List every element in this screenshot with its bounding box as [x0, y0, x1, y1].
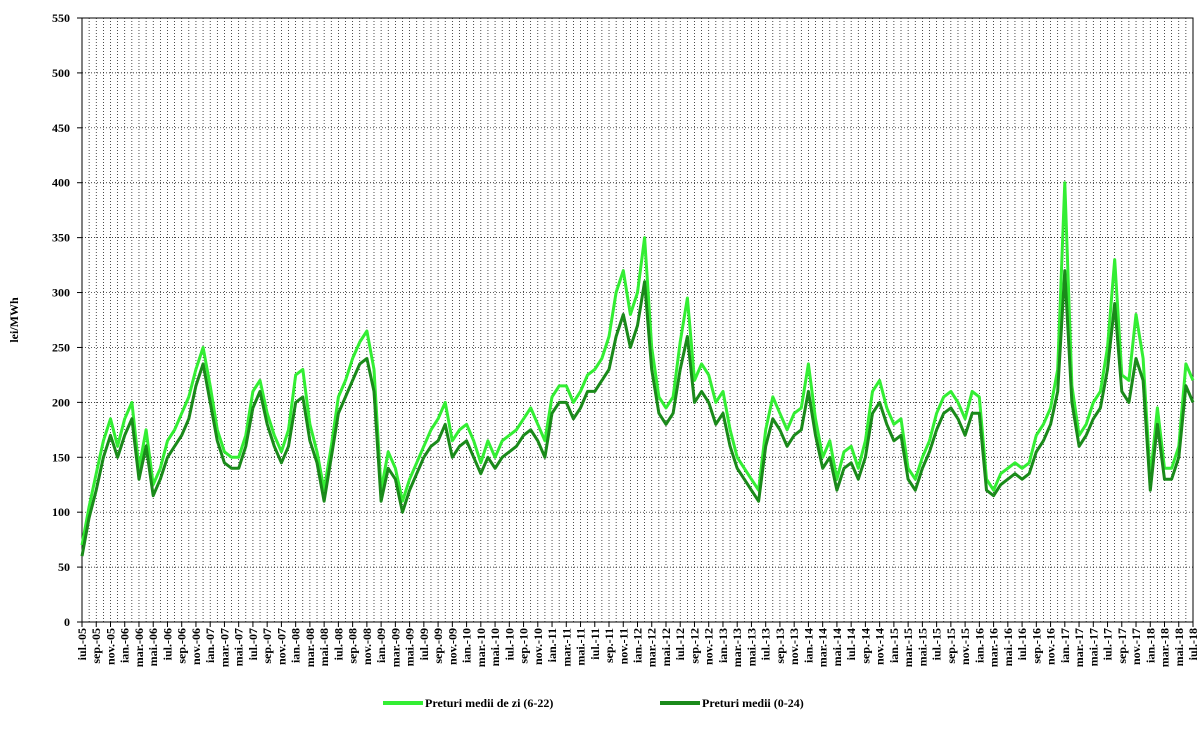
x-tick-label: iul.-06	[160, 628, 174, 660]
x-tick-label: sep.-12	[687, 628, 701, 664]
y-tick-label: 100	[52, 505, 70, 519]
x-tick-label: iul.-16	[1015, 628, 1029, 660]
x-tick-label: mar.-10	[474, 628, 488, 667]
x-tick-label: mai.-15	[915, 628, 929, 666]
x-tick-label: mai.-07	[232, 628, 246, 666]
plot-border	[81, 17, 1194, 623]
x-tick-label: iul.-05	[75, 628, 89, 660]
x-tick-label: sep.-07	[260, 628, 274, 664]
y-tick-label: 200	[52, 395, 70, 409]
x-tick-label: sep.-17	[1115, 628, 1129, 664]
legend-label: Preturi medii de zi (6-22)	[425, 696, 553, 710]
x-tick-label: mai.-12	[659, 628, 673, 666]
x-tick-label: mar.-16	[987, 628, 1001, 667]
x-tick-label: mar.-14	[816, 628, 830, 667]
x-tick-label: iul.-07	[246, 628, 260, 660]
x-tick-label: iul.-09	[417, 628, 431, 660]
x-tick-label: mar.-17	[1072, 628, 1086, 667]
x-tick-label: mar.-15	[901, 628, 915, 667]
x-tick-label: iul.-17	[1101, 628, 1115, 660]
x-tick-label: ian.-16	[972, 628, 986, 663]
series-line	[80, 181, 1195, 546]
series-line	[80, 269, 1195, 557]
y-tick-label: 0	[64, 615, 70, 629]
x-tick-label: iul.-15	[930, 628, 944, 660]
x-tick-label: iul.-13	[759, 628, 773, 660]
x-tick-label: mar.-06	[132, 628, 146, 667]
x-tick-label: ian.-11	[545, 628, 559, 662]
x-tick-label: mar.-18	[1158, 628, 1172, 667]
x-tick-label: nov.-15	[958, 628, 972, 665]
x-tick-label: nov.-14	[873, 628, 887, 665]
x-tick-label: mai.-17	[1086, 628, 1100, 666]
x-tick-label: sep.-14	[858, 628, 872, 664]
x-tick-label: iul.-11	[588, 628, 602, 660]
x-tick-label: mar.-08	[303, 628, 317, 667]
x-tick-label: mar.-12	[645, 628, 659, 667]
x-tick-label: nov.-08	[360, 628, 374, 665]
x-tick-label: mar.-07	[217, 628, 231, 667]
y-tick-label: 150	[52, 450, 70, 464]
x-tick-label: mar.-13	[730, 628, 744, 667]
x-tick-label: ian.-09	[374, 628, 388, 663]
x-tick-label: mar.-11	[559, 628, 573, 667]
x-tick-label: sep.-08	[346, 628, 360, 664]
x-tick-label: iul.-18	[1186, 628, 1197, 660]
x-tick-label: nov.-07	[274, 628, 288, 665]
x-tick-label: ian.-18	[1143, 628, 1157, 663]
x-tick-label: nov.-11	[616, 628, 630, 664]
x-tick-label: mai.-13	[744, 628, 758, 666]
y-tick-label: 400	[52, 176, 70, 190]
x-tick-label: sep.-09	[431, 628, 445, 664]
x-tick-label: ian.-10	[460, 628, 474, 663]
x-tick-label: mai.-11	[574, 628, 588, 666]
x-tick-label: ian.-14	[801, 628, 815, 663]
x-tick-label: ian.-13	[716, 628, 730, 663]
x-tick-label: mai.-18	[1172, 628, 1186, 666]
x-tick-label: nov.-13	[787, 628, 801, 665]
x-tick-label: ian.-12	[631, 628, 645, 663]
x-tick-label: iul.-12	[673, 628, 687, 660]
x-tick-label: sep.-15	[944, 628, 958, 664]
x-tick-label: mai.-16	[1001, 628, 1015, 666]
x-tick-label: nov.-16	[1044, 628, 1058, 665]
x-tick-label: ian.-17	[1058, 628, 1072, 663]
y-tick-label: 550	[52, 11, 70, 25]
x-tick-label: nov.-09	[445, 628, 459, 665]
x-tick-label: ian.-15	[887, 628, 901, 663]
x-tick-label: sep.-05	[89, 628, 103, 664]
x-tick-label: sep.-11	[602, 628, 616, 663]
x-tick-label: nov.-17	[1129, 628, 1143, 665]
x-tick-label: sep.-10	[517, 628, 531, 664]
x-tick-label: sep.-13	[773, 628, 787, 664]
x-tick-label: sep.-16	[1029, 628, 1043, 664]
x-tick-label: mar.-09	[388, 628, 402, 667]
y-tick-label: 50	[58, 560, 70, 574]
x-tick-label: ian.-07	[203, 628, 217, 663]
y-tick-label: 450	[52, 121, 70, 135]
y-tick-label: 350	[52, 231, 70, 245]
x-tick-label: mai.-08	[317, 628, 331, 666]
x-tick-label: mai.-10	[488, 628, 502, 666]
y-tick-label: 300	[52, 286, 70, 300]
x-tick-label: nov.-06	[189, 628, 203, 665]
y-tick-label: 250	[52, 340, 70, 354]
x-tick-label: ian.-06	[118, 628, 132, 663]
x-tick-label: iul.-08	[331, 628, 345, 660]
y-tick-label: 500	[52, 66, 70, 80]
x-tick-label: mai.-09	[403, 628, 417, 666]
x-tick-label: nov.-12	[702, 628, 716, 665]
x-tick-label: mai.-06	[146, 628, 160, 666]
x-tick-label: ian.-08	[289, 628, 303, 663]
legend-label: Preturi medii (0-24)	[702, 696, 804, 710]
x-tick-label: iul.-10	[502, 628, 516, 660]
x-tick-label: mai.-14	[830, 628, 844, 666]
x-tick-label: sep.-06	[175, 628, 189, 664]
x-tick-label: iul.-14	[844, 628, 858, 660]
x-tick-label: nov.-05	[103, 628, 117, 665]
x-tick-label: nov.-10	[531, 628, 545, 665]
y-axis-label: lei/MWh	[7, 297, 21, 343]
